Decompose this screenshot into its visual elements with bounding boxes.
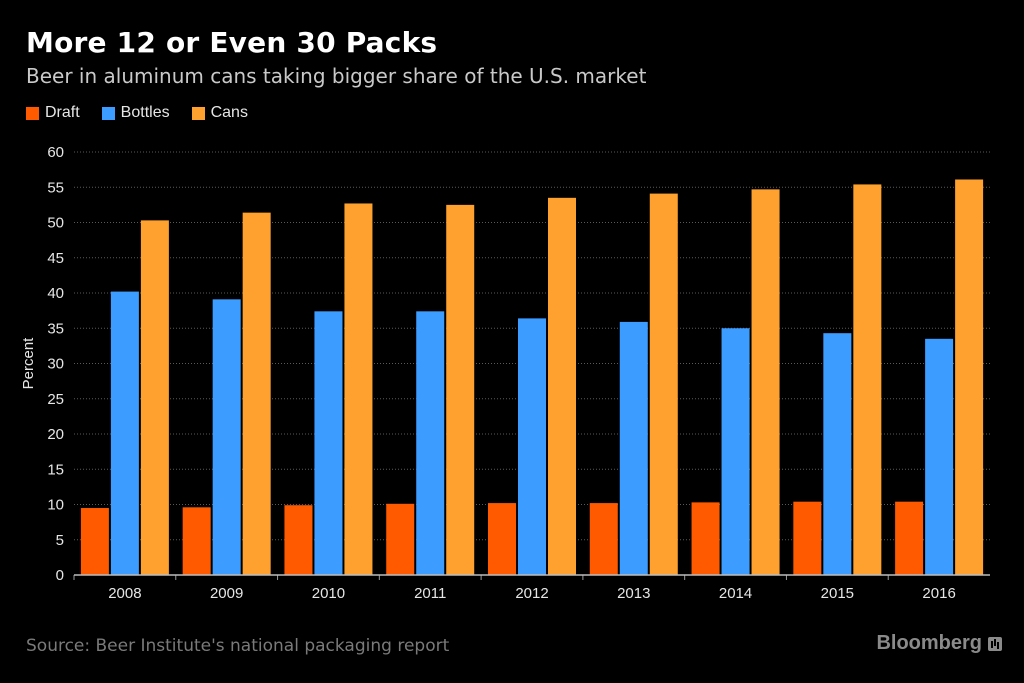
bar-draft-2014	[691, 502, 720, 575]
legend-label-cans: Cans	[210, 104, 248, 121]
bar-cans-2016	[955, 179, 984, 575]
legend-item-draft: Draft	[26, 104, 80, 122]
y-tick-label: 45	[47, 250, 64, 267]
y-tick-label: 10	[47, 497, 64, 514]
x-tick-label: 2016	[922, 585, 955, 602]
bar-draft-2012	[488, 503, 516, 575]
y-tick-label: 30	[47, 356, 64, 373]
bar-draft-2008	[80, 508, 109, 575]
source-note: Source: Beer Institute's national packag…	[26, 636, 450, 656]
legend-swatch-bottles	[101, 106, 115, 120]
bar-cans-2015	[853, 184, 882, 575]
legend-item-bottles: Bottles	[101, 104, 170, 122]
chart-title: More 12 or Even 30 Packs	[26, 26, 438, 59]
y-tick-label: 15	[47, 461, 64, 478]
y-axis-label: Percent	[20, 337, 37, 390]
bar-bottles-2008	[110, 291, 139, 575]
bar-draft-2015	[793, 501, 822, 575]
bar-bottles-2012	[518, 318, 546, 575]
y-tick-label: 25	[47, 391, 64, 408]
x-tick-label: 2015	[821, 585, 854, 602]
bar-bottles-2015	[823, 333, 852, 575]
y-tick-label: 55	[47, 179, 64, 196]
y-tick-label: 50	[47, 215, 64, 232]
x-tick-label: 2011	[414, 585, 446, 602]
bar-bottles-2009	[212, 299, 241, 575]
bar-draft-2016	[895, 501, 924, 575]
y-tick-label: 60	[47, 144, 64, 161]
bar-draft-2010	[284, 505, 313, 575]
x-tick-label: 2012	[515, 585, 548, 602]
x-tick-label: 2010	[312, 585, 345, 602]
bar-cans-2008	[140, 220, 169, 575]
x-tick-label: 2013	[617, 585, 650, 602]
chart-subtitle: Beer in aluminum cans taking bigger shar…	[26, 64, 647, 88]
y-tick-label: 5	[56, 532, 64, 549]
bar-cans-2013	[649, 193, 678, 575]
y-tick-label: 0	[56, 567, 64, 584]
legend-label-bottles: Bottles	[120, 104, 170, 121]
bar-draft-2013	[589, 503, 618, 575]
bar-bottles-2010	[314, 311, 343, 575]
legend-swatch-cans	[191, 106, 205, 120]
x-tick-label: 2009	[210, 585, 243, 602]
y-tick-label: 20	[47, 426, 64, 443]
legend-swatch-draft	[26, 106, 39, 120]
bar-draft-2011	[386, 503, 415, 575]
y-axis-ticks: 0 5 10 15 20 25 30 35 40 45 50 55 60	[47, 144, 64, 584]
x-axis-ticks: 2008 2009 2010 2011 2012 2013 2014 2015 2016	[73, 575, 956, 602]
bar-cans-2014	[751, 189, 780, 576]
legend-item-cans: Cans	[191, 104, 248, 122]
legend: Draft Bottles Cans	[26, 104, 270, 122]
bar-cans-2010	[344, 203, 373, 575]
bar-cans-2009	[242, 212, 271, 575]
brand-logo: Bloomberg	[876, 632, 1002, 655]
bar-bottles-2014	[721, 328, 750, 575]
bar-cans-2011	[446, 204, 475, 575]
bar-bottles-2016	[925, 338, 954, 575]
bar-bottles-2011	[416, 311, 445, 575]
brand-name: Bloomberg	[876, 632, 982, 654]
bloomberg-terminal-icon	[988, 636, 1002, 651]
bar-draft-2009	[182, 507, 211, 575]
bar-bottles-2013	[619, 321, 648, 575]
bar-cans-2012	[548, 197, 576, 575]
x-tick-label: 2014	[719, 585, 752, 602]
y-tick-label: 35	[47, 320, 64, 337]
y-tick-label: 40	[47, 285, 64, 302]
bars	[80, 179, 984, 576]
legend-label-draft: Draft	[45, 104, 80, 121]
x-tick-label: 2008	[108, 585, 141, 602]
